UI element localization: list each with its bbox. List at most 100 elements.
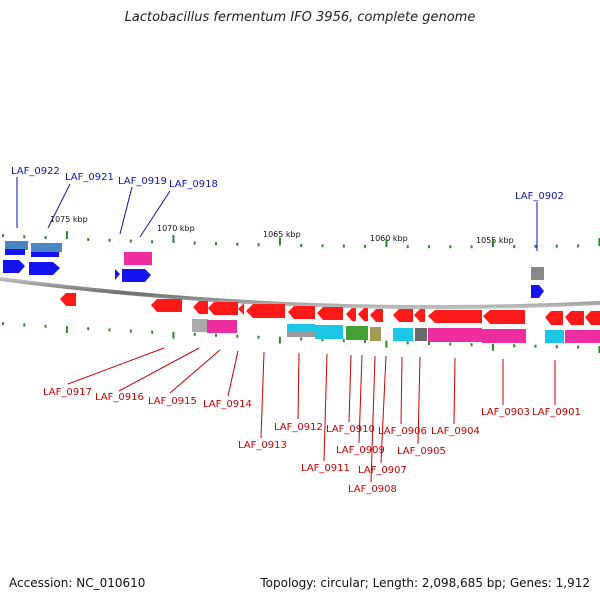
gene-arrow-red[interactable] (565, 311, 584, 325)
gene-label[interactable]: LAF_0916 (95, 392, 144, 403)
gene-arrow-red[interactable] (346, 308, 356, 321)
gene-arrow-blue[interactable] (122, 269, 151, 282)
scale-tick (2, 234, 4, 238)
gene-arrow-red[interactable] (288, 306, 315, 319)
gene-label[interactable]: LAF_0918 (169, 179, 218, 190)
gene-block-magenta[interactable] (482, 329, 526, 343)
gene-label[interactable]: LAF_0910 (326, 424, 375, 435)
gene-block-olive[interactable] (370, 327, 381, 341)
scale-tick (193, 241, 196, 245)
gene-arrow-red[interactable] (246, 304, 285, 318)
gene-arrow-red[interactable] (545, 311, 563, 325)
gene-arrow-red[interactable] (585, 311, 600, 325)
scale-tick (513, 344, 516, 348)
scale-tick (129, 329, 132, 333)
gene-label[interactable]: LAF_0914 (203, 399, 252, 410)
scale-tick (172, 331, 175, 339)
scale-tick (321, 244, 324, 248)
gene-label[interactable]: LAF_0904 (431, 426, 480, 437)
gene-block-blue[interactable] (5, 249, 25, 255)
gene-label[interactable]: LAF_0902 (515, 191, 564, 202)
scale-tick (406, 341, 409, 345)
gene-block-cyan[interactable] (393, 328, 413, 341)
gene-arrow-red[interactable] (208, 302, 238, 315)
gene-arrow-red[interactable] (238, 303, 244, 315)
gene-arrow-blue[interactable] (115, 269, 120, 280)
gene-arrow-red[interactable] (393, 309, 413, 322)
gene-block-magenta[interactable] (565, 330, 585, 343)
gene-arrow-red[interactable] (483, 310, 525, 324)
scale-tick (577, 345, 580, 349)
kbp-label: 1055 kbp (476, 236, 514, 245)
gene-block-cyan[interactable] (287, 324, 315, 331)
gene-label[interactable]: LAF_0909 (336, 445, 385, 456)
scale-tick (236, 242, 239, 246)
gene-arrow-blue[interactable] (3, 260, 25, 273)
gene-block-magenta[interactable] (428, 328, 482, 342)
gene-label[interactable]: LAF_0913 (238, 440, 287, 451)
scale-tick (129, 239, 132, 243)
kbp-label: 1060 kbp (370, 234, 408, 243)
scale-tick (300, 337, 303, 341)
gene-label[interactable]: LAF_0903 (481, 407, 530, 418)
gene-label[interactable]: LAF_0919 (118, 176, 167, 187)
gene-block-gray[interactable] (192, 319, 208, 332)
gene-block-cyan[interactable] (315, 325, 343, 339)
gene-arrow-red[interactable] (370, 309, 383, 322)
gene-arrow-red[interactable] (151, 299, 182, 312)
scale-tick (108, 238, 111, 242)
gene-label[interactable]: LAF_0922 (11, 166, 60, 177)
gene-block-cyan[interactable] (545, 330, 564, 343)
gene-block-gray[interactable] (531, 267, 544, 280)
scale-tick (87, 327, 90, 331)
scale-tick (364, 244, 367, 248)
scale-tick (151, 240, 154, 244)
gene-arrow-red[interactable] (193, 301, 208, 314)
gene-label[interactable]: LAF_0908 (348, 484, 397, 495)
gene-block-green[interactable] (346, 326, 368, 340)
gene-arrow-blue[interactable] (531, 285, 544, 298)
scale-tick (300, 244, 303, 248)
plus-label-leaders (16, 177, 538, 251)
scale-tick (342, 244, 345, 248)
gene-label[interactable]: LAF_0905 (397, 446, 446, 457)
gene-block-gray[interactable] (287, 331, 315, 337)
scale-tick (87, 237, 90, 241)
scale-tick (108, 328, 111, 332)
gene-label[interactable]: LAF_0901 (532, 407, 581, 418)
gene-block-blue[interactable] (31, 252, 59, 257)
scale-tick (513, 245, 516, 249)
gene-block-magenta[interactable] (585, 330, 600, 343)
gene-block-steel[interactable] (5, 241, 28, 250)
gene-arrow-red[interactable] (60, 293, 76, 306)
gene-label[interactable]: LAF_0912 (274, 422, 323, 433)
accession-text: Accession: NC_010610 (9, 576, 146, 590)
kbp-label: 1065 kbp (263, 230, 301, 239)
scale-tick (23, 235, 26, 239)
scale-tick (321, 338, 324, 342)
scale-tick (406, 245, 409, 249)
gene-label[interactable]: LAF_0911 (301, 463, 350, 474)
gene-label[interactable]: LAF_0906 (378, 426, 427, 437)
scale-tick (364, 339, 367, 343)
scale-tick (491, 343, 494, 351)
scale-tick (577, 244, 580, 248)
scale-tick (2, 322, 4, 326)
scale-tick (44, 236, 47, 240)
gene-label[interactable]: LAF_0907 (358, 465, 407, 476)
gene-arrow-red[interactable] (414, 309, 425, 322)
gene-arrow-red[interactable] (428, 310, 482, 323)
scale-tick (491, 239, 494, 248)
scale-tick (428, 245, 430, 249)
gene-block-magenta[interactable] (124, 252, 152, 265)
gene-label[interactable]: LAF_0917 (43, 387, 92, 398)
gene-label[interactable]: LAF_0921 (65, 172, 114, 183)
gene-block-magenta[interactable] (207, 320, 237, 333)
gene-block-gray[interactable] (415, 328, 427, 341)
gene-label[interactable]: LAF_0915 (148, 396, 197, 407)
scale-tick (172, 234, 175, 243)
gene-arrow-red[interactable] (358, 308, 368, 321)
gene-block-steel[interactable] (31, 243, 62, 252)
gene-arrow-blue[interactable] (29, 262, 60, 275)
gene-arrow-red[interactable] (317, 307, 343, 320)
